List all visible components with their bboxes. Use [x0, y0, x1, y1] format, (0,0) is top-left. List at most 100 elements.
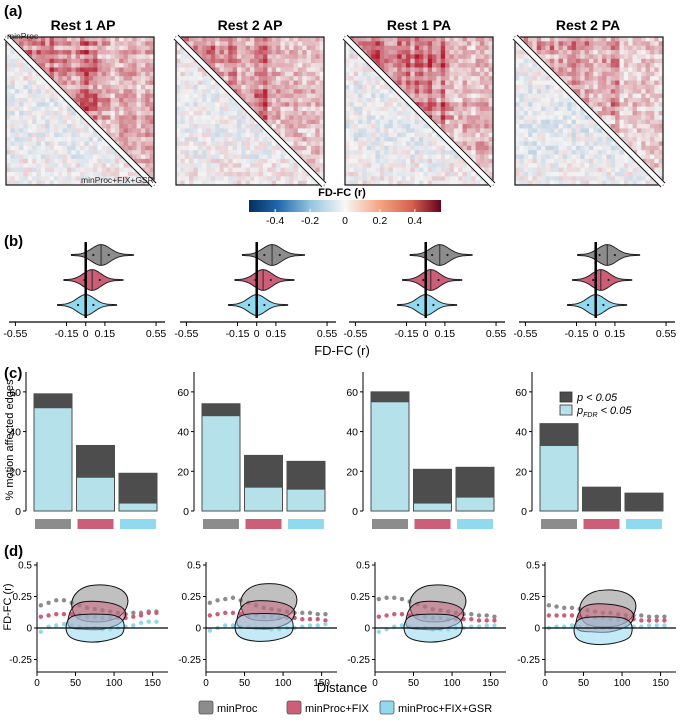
scatter-point [569, 623, 575, 628]
bar-pfdr [201, 415, 241, 512]
scatter-point [38, 629, 44, 634]
violin-tick-label: -0.15 [226, 328, 250, 340]
scatter-tick-label: 0 [372, 678, 378, 689]
scatter-panel: -0.25 0 0.25 0.5 0 50 100 150 [9, 561, 168, 689]
scatter-point [315, 623, 320, 628]
bar-pfdr [624, 509, 664, 512]
run-title: Rest 2 AP [218, 17, 283, 33]
bar-tick-label: 40 [346, 427, 358, 439]
bar-tick-label: 20 [177, 466, 189, 478]
bar-tick-label: 20 [9, 466, 21, 478]
bar-ylabel: % motion affected edges [4, 379, 16, 500]
scatter-tick-label: 0.5 [356, 561, 370, 572]
violin-minProc+FIX [572, 269, 633, 291]
scatter-tick-label: -0.25 [517, 655, 540, 666]
scatter-point [154, 619, 159, 624]
bar-panel: 0 20 40 60 [9, 372, 158, 529]
scatter-point [646, 618, 652, 623]
scatter-point [569, 605, 575, 611]
fc-matrix [512, 34, 666, 188]
panel-label-d: (d) [4, 543, 23, 560]
violin-minProc+FIX [234, 269, 295, 291]
scatter-point [323, 611, 328, 617]
bar-pfdr [76, 476, 115, 512]
bar-tick-label: 0 [521, 506, 527, 518]
scatter-point [46, 613, 51, 618]
scatter-point [392, 611, 397, 617]
colorbar-tick-label: -0.2 [301, 215, 319, 227]
scatter-tick-label: 0 [542, 678, 548, 689]
bar-pfdr [413, 502, 452, 512]
colorbar-tick-label: -0.4 [266, 215, 284, 227]
scatter-point [546, 613, 552, 618]
bar-panel: 0 20 40 60 [177, 372, 326, 529]
bar-category-swatch [77, 519, 114, 529]
violin-minProc+FIX+GSR [397, 294, 458, 316]
scatter-point [399, 611, 405, 617]
scatter-point [61, 598, 67, 603]
violin-minProc [242, 244, 305, 266]
scatter-point [399, 623, 405, 628]
bar-pfdr [286, 488, 326, 512]
colorbar-tick-label: 0 [342, 215, 348, 227]
scatter-point [399, 596, 405, 602]
bar-p [582, 486, 621, 512]
fc-matrix [342, 34, 496, 188]
colorbar-tick-label: 0.2 [373, 215, 388, 227]
matrix-lower-label: minProc+FIX+GSR [81, 175, 154, 185]
scatter-tick-label: 100 [106, 678, 123, 689]
scatter-point [492, 614, 497, 619]
scatter-point [662, 618, 667, 623]
violin-tick-label: -0.55 [343, 328, 367, 340]
scatter-tick-label: -0.25 [178, 655, 201, 666]
scatter-xlabel: Distance [317, 680, 368, 695]
scatter-point [654, 623, 659, 628]
scatter-point [54, 598, 59, 603]
scatter-point [215, 611, 220, 617]
bar-category-swatch [372, 519, 408, 529]
scatter-point [554, 613, 559, 618]
bar-tick-label: 20 [346, 466, 358, 478]
bar-category-swatch [288, 519, 324, 529]
scatter-point [662, 614, 667, 619]
scatter-point [654, 618, 659, 623]
violin-tick-label: 0.55 [486, 328, 507, 340]
violin-tick-label: -0.15 [55, 328, 79, 340]
bar-tick-label: 20 [515, 466, 527, 478]
scatter-point [230, 623, 236, 628]
violin-tick-label: -0.55 [174, 328, 198, 340]
scatter-tick-label: 50 [70, 678, 82, 689]
scatter-tick-label: 0.25 [182, 592, 202, 603]
scatter-point [300, 616, 305, 622]
bar-tick-label: 0 [352, 506, 358, 518]
scatter-tick-label: 0.25 [521, 592, 541, 603]
scatter-tick-label: 150 [313, 678, 330, 689]
violin-tick-label: 0.55 [317, 328, 338, 340]
bar-panel: 0 20 40 60 [346, 372, 495, 529]
scatter-point [562, 605, 567, 611]
scatter-point [639, 618, 644, 623]
scatter-point [662, 623, 667, 628]
bar-tick-label: 40 [9, 427, 21, 439]
scatter-point [562, 613, 567, 618]
legend-label-gsr: minProc+FIX+GSR [398, 703, 492, 715]
scatter-tick-label: 0 [34, 678, 40, 689]
scatter-tick-label: 50 [239, 678, 251, 689]
scatter-point [207, 628, 213, 633]
violin-tick-label: -0.15 [565, 328, 589, 340]
violin-panel: -0.55 -0.15 0 0.15 0.55 [343, 242, 506, 340]
bar-category-swatch [457, 519, 493, 529]
scatter-point [230, 610, 236, 616]
colorbar-title: FD-FC (r) [318, 187, 366, 199]
scatter-tick-label: 0.5 [526, 561, 540, 572]
scatter-tick-label: 50 [408, 678, 420, 689]
bar-pfdr [582, 509, 621, 512]
run-title: Rest 1 AP [51, 17, 116, 33]
colorbar-tick-label: 0.4 [408, 215, 423, 227]
scatter-point [376, 596, 382, 602]
bar-p [624, 492, 664, 512]
scatter-tick-label: 0.25 [13, 592, 33, 603]
scatter-tick-label: 0 [534, 624, 540, 635]
violin-tick-label: 0.55 [656, 328, 677, 340]
violin-panel: -0.55 -0.15 0 0.15 0.55 [513, 242, 676, 340]
